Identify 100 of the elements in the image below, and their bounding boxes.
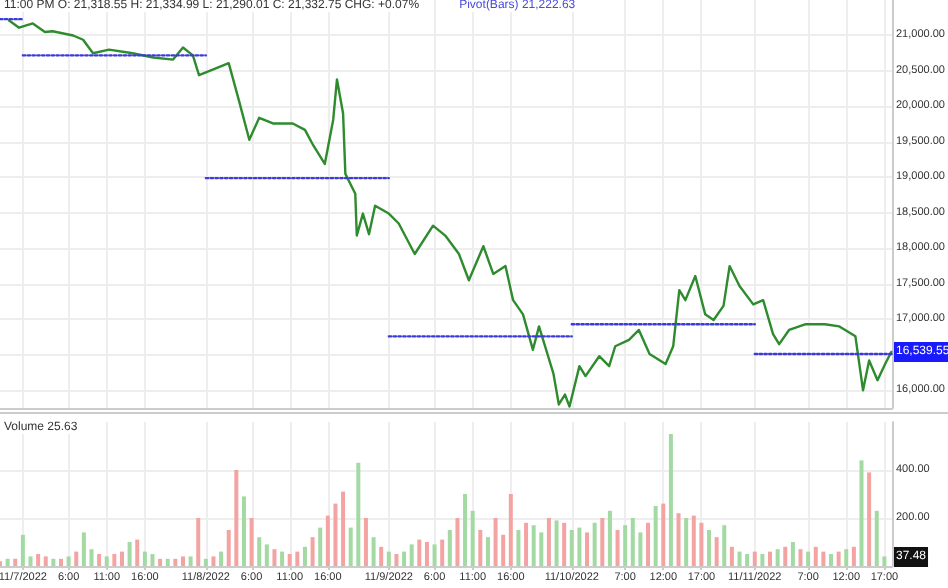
- bar: [249, 518, 254, 566]
- bar: [112, 554, 117, 566]
- bar: [447, 530, 452, 566]
- bar: [768, 551, 773, 566]
- bar: [714, 537, 719, 566]
- bar: [684, 518, 689, 566]
- bar: [813, 546, 818, 566]
- bar: [417, 539, 422, 566]
- bar: [43, 556, 48, 566]
- bar: [585, 532, 590, 566]
- bar: [127, 542, 132, 566]
- bar: [485, 537, 490, 566]
- bar: [516, 530, 521, 566]
- bar: [676, 513, 681, 566]
- bar: [104, 556, 109, 566]
- bar: [707, 530, 712, 566]
- bar: [158, 558, 163, 566]
- bar: [333, 503, 338, 566]
- bar: [760, 554, 765, 566]
- bar: [363, 518, 368, 566]
- bar: [203, 558, 208, 566]
- bar: [13, 558, 18, 566]
- bar: [775, 549, 780, 566]
- bar: [546, 518, 551, 566]
- bar: [600, 518, 605, 566]
- bar: [180, 556, 185, 566]
- bar: [51, 558, 56, 566]
- bar: [783, 546, 788, 566]
- bar: [356, 462, 361, 566]
- bar: [851, 546, 856, 566]
- bar: [36, 554, 41, 566]
- bar: [424, 542, 429, 566]
- bar: [668, 434, 673, 566]
- bar: [165, 558, 170, 566]
- bar: [74, 551, 79, 566]
- bar: [691, 515, 696, 566]
- bar: [577, 527, 582, 566]
- bar: [592, 522, 597, 566]
- bar: [829, 554, 834, 566]
- bar: [257, 537, 262, 566]
- bar: [790, 542, 795, 566]
- bar: [295, 551, 300, 566]
- bar: [646, 522, 651, 566]
- bar: [524, 522, 529, 566]
- bar: [280, 551, 285, 566]
- bar: [699, 522, 704, 566]
- bar: [211, 556, 216, 566]
- bar: [234, 470, 239, 566]
- bar: [264, 544, 269, 566]
- bar: [539, 532, 544, 566]
- bar: [302, 546, 307, 566]
- line-series: [7, 19, 893, 408]
- bar: [493, 518, 498, 566]
- bar: [623, 525, 628, 566]
- bar: [409, 544, 414, 566]
- bar: [440, 539, 445, 566]
- bar: [653, 506, 658, 566]
- bar: [745, 554, 750, 566]
- bar: [119, 551, 124, 566]
- bar: [478, 530, 483, 566]
- bar: [569, 530, 574, 566]
- bar: [287, 554, 292, 566]
- bar: [607, 510, 612, 566]
- bar: [318, 527, 323, 566]
- bar: [371, 537, 376, 566]
- bar: [341, 491, 346, 566]
- bar: [97, 554, 102, 566]
- bar: [58, 558, 63, 566]
- bar: [272, 549, 277, 566]
- bar: [219, 551, 224, 566]
- bar: [722, 525, 727, 566]
- bar: [821, 551, 826, 566]
- bar: [470, 510, 475, 566]
- bar: [844, 549, 849, 566]
- bar: [806, 551, 811, 566]
- bar: [402, 551, 407, 566]
- bar: [737, 551, 742, 566]
- bar: [150, 554, 155, 566]
- bar: [615, 530, 620, 566]
- bar: [432, 544, 437, 566]
- bar: [379, 546, 384, 566]
- bar: [455, 518, 460, 566]
- bar: [135, 539, 140, 566]
- bar: [661, 503, 666, 566]
- bar: [463, 494, 468, 566]
- bar: [554, 520, 559, 566]
- bar: [867, 472, 872, 566]
- bar: [66, 556, 71, 566]
- bar: [859, 460, 864, 566]
- bar: [531, 525, 536, 566]
- bar: [752, 551, 757, 566]
- bar: [729, 546, 734, 566]
- bar: [81, 532, 86, 566]
- bar: [310, 537, 315, 566]
- bar: [20, 534, 25, 566]
- bar: [173, 558, 178, 566]
- bar: [188, 556, 193, 566]
- bar: [196, 518, 201, 566]
- bar: [874, 510, 879, 566]
- bar: [241, 496, 246, 566]
